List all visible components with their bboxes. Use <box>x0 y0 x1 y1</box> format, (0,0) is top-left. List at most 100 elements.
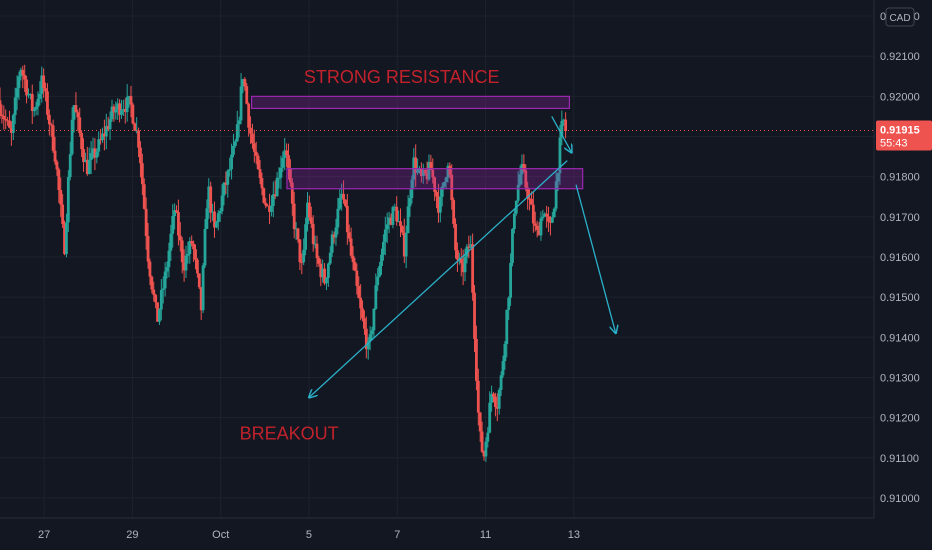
candle-body <box>53 150 57 162</box>
candle-body <box>378 265 382 277</box>
candle-body <box>63 224 66 255</box>
candle-body <box>19 69 23 77</box>
candle-body <box>522 163 526 171</box>
candle-body <box>203 228 207 266</box>
candle-body <box>357 285 361 298</box>
candle-body <box>309 217 313 224</box>
candle-body <box>36 98 40 107</box>
candle-body <box>239 86 243 121</box>
candle-body <box>173 210 177 216</box>
candle-body <box>159 289 163 310</box>
candle-body <box>480 431 484 452</box>
candle-body <box>402 232 406 257</box>
candle-body <box>315 243 319 259</box>
candle-body <box>537 229 541 236</box>
candle-body <box>399 221 402 227</box>
candle-body <box>456 250 459 260</box>
candle-body <box>558 137 562 174</box>
candle-body <box>2 115 6 120</box>
candle-body <box>304 224 307 250</box>
candle-body <box>435 191 438 197</box>
candle-body <box>57 169 61 191</box>
projection-arrow-2 <box>575 184 616 334</box>
candle-body <box>279 167 283 178</box>
candle-body <box>46 91 49 115</box>
x-tick-label: 7 <box>394 529 400 541</box>
candle-body <box>74 105 78 113</box>
candle-body <box>361 308 364 319</box>
candle-body <box>59 190 63 205</box>
x-tick-label: 27 <box>38 529 50 541</box>
candle-body <box>368 334 372 342</box>
candle-body <box>4 119 8 121</box>
y-tick-label: 0.92000 <box>880 91 920 103</box>
candle-body <box>307 202 311 218</box>
candle-body <box>467 246 471 248</box>
x-tick-label: 13 <box>568 529 580 541</box>
candle-body <box>325 277 328 284</box>
candle-body <box>383 229 387 242</box>
candle-body <box>85 159 89 175</box>
candle-body <box>391 207 395 225</box>
candle-body <box>15 88 19 98</box>
candle-body <box>404 233 408 257</box>
candle-body <box>488 402 492 433</box>
candle-body <box>503 344 507 362</box>
last-price-tag <box>876 120 932 151</box>
candle-body <box>70 119 74 155</box>
candle-body <box>169 233 173 251</box>
candle-body <box>224 182 228 185</box>
candle-body <box>486 432 490 442</box>
candle-body <box>505 309 509 345</box>
candle-body <box>249 127 252 134</box>
candle-body <box>283 150 287 158</box>
candle-body <box>93 148 97 158</box>
candle-body <box>245 86 249 104</box>
candle-body <box>218 211 222 214</box>
projection-arrow-1 <box>551 116 572 152</box>
candle-body <box>28 93 32 95</box>
candle-body <box>254 151 258 156</box>
candle-body <box>184 255 188 271</box>
candle-body <box>270 205 273 212</box>
candle-body <box>226 170 230 185</box>
candle-body <box>112 106 116 113</box>
candle-body <box>211 211 214 213</box>
candle-body <box>509 262 512 298</box>
candle-body <box>389 217 393 225</box>
candle-body <box>442 182 446 187</box>
candle-body <box>302 249 306 263</box>
candle-body <box>414 157 418 173</box>
candle-body <box>139 147 142 164</box>
candle-body <box>359 297 363 309</box>
candle-body <box>397 221 400 223</box>
candle-body <box>294 228 298 230</box>
candle-body <box>459 258 463 264</box>
candle-body <box>427 162 431 180</box>
candle-body <box>471 244 475 293</box>
candle-body <box>142 184 146 209</box>
candle-body <box>25 79 28 96</box>
candle-body <box>490 393 494 403</box>
candle-body <box>232 145 235 155</box>
candle-body <box>380 254 383 266</box>
candle-body <box>123 109 127 113</box>
last-price-countdown: 55:43 <box>880 138 908 150</box>
candle-body <box>444 177 448 183</box>
candle-body <box>400 226 404 233</box>
candle-body <box>264 202 268 206</box>
candle-body <box>425 173 429 180</box>
candle-body <box>556 173 560 182</box>
candle-body <box>110 106 114 120</box>
candle-body <box>469 244 473 248</box>
candle-body <box>205 208 209 229</box>
candle-body <box>473 292 476 339</box>
candle-body <box>102 133 106 137</box>
candle-body <box>408 198 412 207</box>
candle-body <box>32 109 36 112</box>
candle-body <box>131 104 135 124</box>
candle-body <box>216 213 220 223</box>
candle-body <box>241 79 245 87</box>
